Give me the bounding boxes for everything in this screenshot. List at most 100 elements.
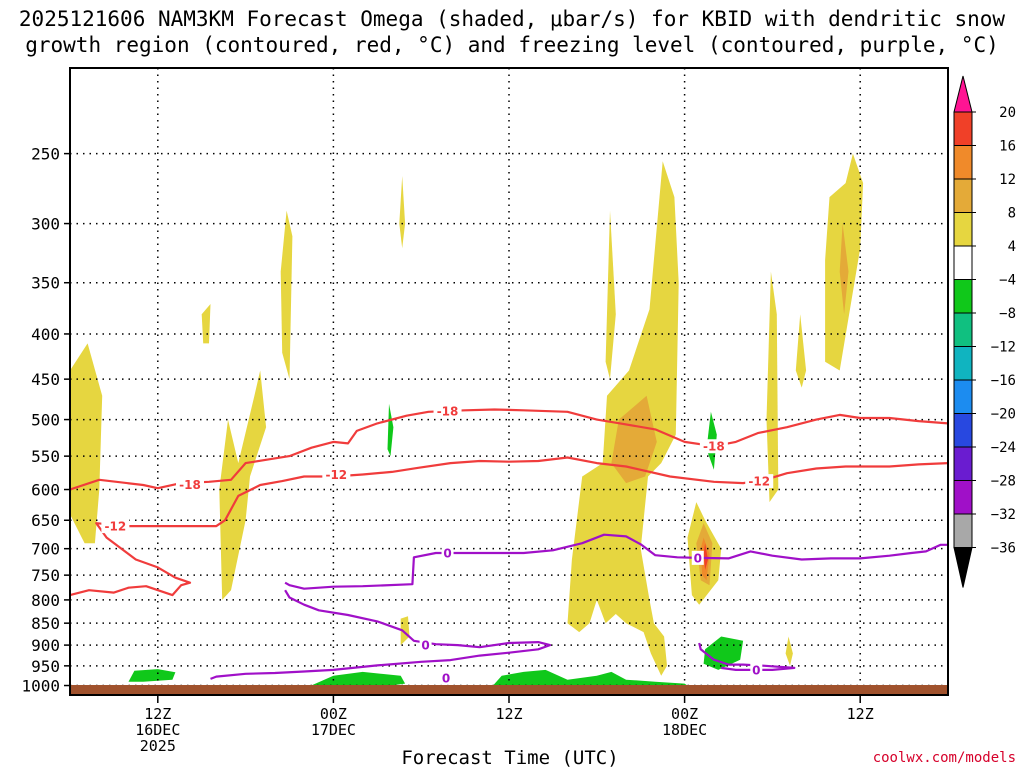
x-tick-label-1-2: 16DEC: [135, 721, 180, 739]
omega-region-18: [703, 543, 708, 570]
colorbar-label-4: 8: [1008, 206, 1016, 222]
chart-title-line-1: 2025121606 NAM3KM Forecast Omega (shaded…: [19, 7, 1006, 31]
contour--18-1: [69, 408, 949, 491]
colorbar-label-14: −36: [991, 541, 1016, 557]
omega-region-22: [128, 669, 176, 682]
contour-label-11: 0: [752, 663, 760, 677]
contour-label-10: 0: [442, 671, 450, 685]
colorbar-swatch-2: [953, 145, 973, 180]
contour-label-8: 0: [694, 551, 702, 565]
contour-label-bg-10: [440, 670, 453, 685]
colorbar-top-triangle: [953, 75, 973, 113]
contour-label-4: -18: [437, 405, 459, 419]
x-tick-label-2-1: 00Z: [320, 705, 347, 723]
colorbar-label-7: −8: [999, 306, 1016, 322]
contour-label-3: -12: [325, 468, 347, 482]
y-tick-label-800: 800: [31, 591, 60, 610]
y-tick-label-550: 550: [31, 447, 60, 466]
y-tick-label-250: 250: [31, 145, 60, 164]
y-tick-label-650: 650: [31, 511, 60, 530]
omega-region-13: [785, 636, 793, 666]
y-tick-label-700: 700: [31, 540, 60, 559]
colorbar-label-2: 16: [999, 139, 1016, 155]
contour-label-bg-5: [699, 439, 728, 454]
colorbar-swatch-1: [953, 111, 973, 146]
omega-region-14: [611, 395, 657, 484]
colorbar-swatch-7: [953, 312, 973, 347]
contour-label-1: -18: [179, 478, 201, 492]
omega-region-8: [605, 210, 616, 380]
contour-labels: -18 -12 -12 -18 -18 -12 0 0 0 0 0: [101, 404, 774, 685]
x-axis-title: Forecast Time (UTC): [401, 747, 618, 768]
colorbar-label-1: 20: [999, 105, 1016, 121]
contour-0-3: [284, 533, 948, 590]
y-tick-label-850: 850: [31, 614, 60, 633]
x-tick-label-4-2: 18DEC: [662, 721, 707, 739]
contour-label-bg-7: [441, 546, 454, 561]
y-tick-label-300: 300: [31, 215, 60, 234]
colorbar-label-11: −24: [991, 440, 1016, 456]
contour-label-bg-11: [750, 662, 763, 677]
omega-region-3: [219, 370, 267, 600]
y-tick-label-400: 400: [31, 325, 60, 344]
ground-strip: [70, 685, 948, 695]
y-tick-label-500: 500: [31, 411, 60, 430]
omega-region-16: [839, 223, 849, 315]
colorbar-swatch-10: [953, 413, 973, 448]
contour-label-2: -12: [105, 520, 127, 534]
colorbar-swatch-11: [953, 446, 973, 481]
omega-region-2: [201, 304, 211, 344]
colorbar-swatch-6: [953, 279, 973, 314]
y-tick-label-450: 450: [31, 370, 60, 389]
omega-region-10: [766, 271, 779, 503]
colorbar-label-10: −20: [991, 407, 1016, 423]
x-tick-label-1-3: 2025: [140, 737, 176, 755]
colorbar-label-12: −28: [991, 474, 1016, 490]
omega-region-23: [304, 671, 406, 690]
contour-label-5: -18: [703, 440, 725, 454]
y-tick-label-1000: 1000: [21, 677, 60, 696]
y-tick-label-350: 350: [31, 274, 60, 293]
colorbar-swatch-12: [953, 480, 973, 515]
chart-title-line-2: growth region (contoured, red, °C) and f…: [25, 33, 999, 57]
colorbar-label-13: −32: [991, 507, 1016, 523]
contour-label-bg-2: [101, 519, 130, 534]
contour-label-6: -12: [748, 475, 770, 489]
x-tick-label-1-1: 12Z: [144, 705, 171, 723]
contour-0-4: [210, 589, 552, 680]
x-tick-label-4-1: 00Z: [671, 705, 698, 723]
x-tick-label-2-2: 17DEC: [311, 721, 356, 739]
omega-region-4: [280, 210, 293, 380]
contour-label-9: 0: [421, 639, 429, 653]
colorbar-swatch-4: [953, 212, 973, 247]
contour-label-bg-3: [322, 467, 351, 482]
contour-label-bg-4: [433, 404, 462, 419]
contour-label-bg-8: [691, 550, 704, 565]
colorbar-label-6: −4: [999, 273, 1016, 289]
omega-shaded-regions: [70, 153, 864, 691]
colorbar-swatch-3: [953, 178, 973, 213]
colorbar-label-9: −16: [991, 373, 1016, 389]
y-tick-label-600: 600: [31, 481, 60, 500]
colorbar-bottom-triangle: [953, 547, 973, 588]
omega-colorbar: 20 16 12 8 4 −4 −8 −12 −16 −20 −24 −28 −32 −36: [953, 75, 1016, 588]
colorbar-label-8: −12: [991, 340, 1016, 356]
plot-area: -18 -12 -12 -18 -18 -12 0 0 0 0 0: [69, 67, 949, 696]
pressure-axis: 250 300 350 400 450 500 550 600 650 700 750 800 850 9…: [21, 145, 70, 696]
colorbar-label-5: 4: [1008, 239, 1016, 255]
omega-region-5: [399, 176, 406, 249]
contour-label-bg-9: [419, 638, 432, 653]
contour-label-7: 0: [443, 547, 451, 561]
omega-region-1: [70, 343, 103, 544]
y-tick-label-950: 950: [31, 657, 60, 676]
grid-lines: [70, 68, 948, 695]
y-tick-label-900: 900: [31, 636, 60, 655]
x-tick-label-3-1: 12Z: [495, 705, 522, 723]
omega-region-19: [387, 403, 394, 457]
y-tick-label-750: 750: [31, 566, 60, 585]
contour-label-bg-1: [175, 477, 204, 492]
credit-text: coolwx.com/models: [873, 750, 1016, 766]
colorbar-swatch-8: [953, 346, 973, 381]
